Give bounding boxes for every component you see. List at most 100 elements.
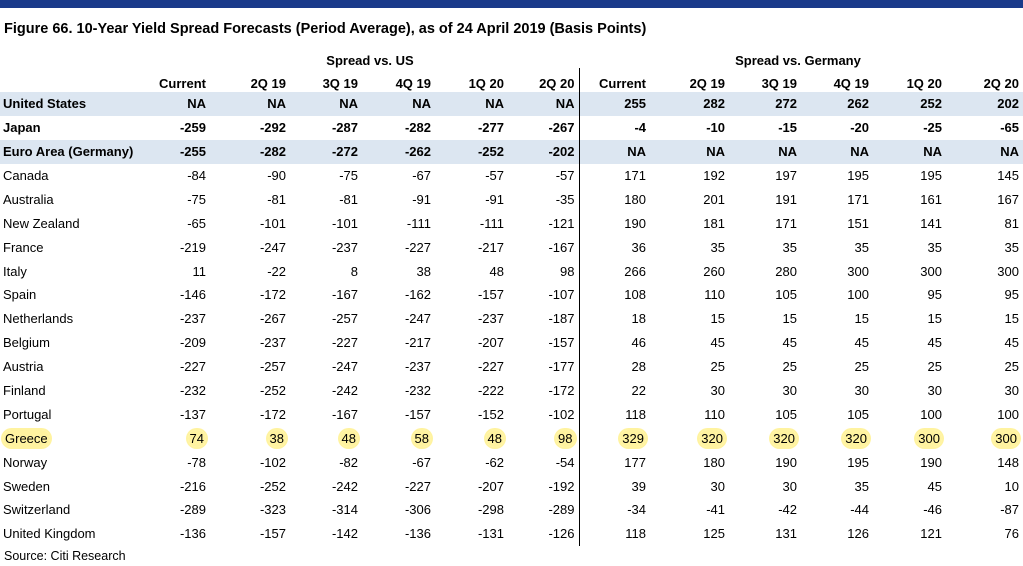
- highlight-value: 300: [916, 429, 942, 447]
- table-cell: NA: [579, 139, 650, 164]
- table-cell: 167: [997, 191, 1019, 207]
- table-cell: 255: [579, 91, 650, 116]
- table-cell: 195: [920, 168, 942, 183]
- table-cell: -252: [259, 383, 286, 399]
- table-cell: 38: [210, 426, 290, 450]
- table-cell: 105: [775, 406, 797, 422]
- table-cell: 118: [625, 526, 646, 542]
- table-cell: -289: [508, 498, 580, 522]
- row-country-label: Euro Area (Germany): [0, 139, 140, 164]
- table-cell: 98: [508, 259, 580, 284]
- group-header-spread-vs-germany: Spread vs. Germany: [735, 53, 861, 68]
- table-cell: 30: [710, 478, 725, 494]
- row-country-label: Portugal: [3, 406, 52, 422]
- table-cell: -78: [187, 454, 206, 470]
- table-cell: -227: [331, 335, 358, 351]
- spread-table: Current 2Q 19 3Q 19 4Q 19 1Q 20 2Q 20 Cu…: [0, 68, 1023, 546]
- table-cell: -121: [508, 211, 580, 236]
- table-cell: -202: [508, 139, 580, 164]
- table-cell: 15: [710, 311, 725, 327]
- highlight-value: 74: [187, 429, 206, 447]
- table-cell: 300: [873, 426, 946, 450]
- table-cell: -237: [331, 239, 358, 255]
- table-cell: 25: [782, 359, 797, 375]
- table-cell: -252: [435, 139, 508, 164]
- table-cell: -217: [404, 335, 431, 351]
- table-cell: -227: [404, 478, 431, 494]
- table-cell: 15: [927, 311, 942, 327]
- highlight-value: 38: [267, 429, 286, 447]
- table-cell: -192: [508, 474, 580, 499]
- table-cell: -242: [331, 383, 358, 399]
- table-cell: -91: [412, 191, 431, 207]
- table-cell: NA: [508, 91, 580, 116]
- row-country-label: Japan: [3, 120, 41, 136]
- table-cell: 15: [854, 311, 869, 327]
- table-cell: NA: [946, 139, 1023, 164]
- table-cell: 48: [489, 263, 504, 279]
- row-country-label: Sweden: [3, 478, 50, 494]
- table-cell: -57: [485, 168, 504, 183]
- table-cell: 22: [631, 383, 646, 399]
- table-cell: 30: [854, 383, 869, 399]
- table-cell: -237: [179, 311, 206, 327]
- highlight-value: 98: [556, 429, 575, 447]
- table-cell: -162: [404, 287, 431, 303]
- table-cell: 46: [631, 335, 646, 351]
- table-cell: -111: [406, 215, 431, 231]
- table-cell: -172: [259, 287, 286, 303]
- header-de-3q19: 3Q 19: [761, 75, 797, 91]
- table-cell: 148: [997, 454, 1019, 470]
- table-cell: -91: [485, 191, 504, 207]
- table-cell: -237: [404, 359, 431, 375]
- table-cell: 25: [927, 359, 942, 375]
- table-cell: 118: [625, 406, 646, 422]
- table-cell: 45: [854, 335, 869, 351]
- table-cell: -41: [706, 502, 725, 518]
- highlight-value: 48: [485, 429, 504, 447]
- table-cell: 197: [775, 168, 797, 183]
- table-cell: 45: [1004, 335, 1019, 351]
- table-cell: NA: [210, 91, 290, 116]
- row-country-label: Switzerland: [3, 502, 71, 518]
- table-cell: 190: [920, 454, 942, 470]
- table-row: Finland -232 -252 -242 -232 -222 -172 22 30 30 30 3…: [0, 378, 1023, 403]
- table-cell: 35: [782, 239, 797, 255]
- table-cell: 28: [631, 359, 646, 375]
- table-cell: NA: [801, 139, 873, 164]
- table-cell: -259: [179, 120, 206, 136]
- table-cell: -4: [634, 120, 646, 136]
- table-cell: 190: [624, 215, 646, 231]
- table-cell: 121: [920, 526, 942, 542]
- table-cell: -136: [179, 526, 206, 542]
- table-cell: NA: [873, 139, 946, 164]
- table-cell: 30: [927, 383, 942, 399]
- header-us-current: Current: [159, 75, 206, 91]
- table-cell: 320: [801, 426, 873, 450]
- table-cell: 181: [703, 215, 725, 231]
- table-cell: 35: [854, 478, 869, 494]
- table-cell: -44: [850, 502, 869, 518]
- table-cell: -67: [412, 454, 431, 470]
- table-cell: -247: [259, 239, 286, 255]
- table-row: Greece 74 38 48 58 48 98 329 320 320 320 300 300: [0, 426, 1023, 451]
- table-cell: 105: [847, 406, 869, 422]
- table-row: Belgium -209 -237 -227 -217 -207 -157 46 45 45 45 4…: [0, 330, 1023, 355]
- table-cell: 280: [775, 263, 797, 279]
- table-cell: 30: [1004, 383, 1019, 399]
- table-cell: 171: [847, 191, 869, 207]
- row-country-label: Finland: [3, 383, 46, 399]
- table-cell: -209: [179, 335, 206, 351]
- table-cell: -237: [477, 311, 504, 327]
- row-country-label: United Kingdom: [3, 526, 96, 542]
- table-row: Netherlands -237 -267 -257 -247 -237 -187 18 15 1…: [0, 306, 1023, 331]
- table-cell: -65: [1000, 120, 1019, 136]
- table-row: Italy 11 -22 8 38 48 98 266 260 280 300 300 300: [0, 259, 1023, 284]
- row-country-label: Italy: [3, 263, 27, 279]
- header-us-2q19: 2Q 19: [250, 75, 286, 91]
- table-cell: 161: [920, 191, 942, 207]
- highlight-value: 329: [620, 429, 646, 447]
- table-cell: -289: [179, 502, 206, 518]
- table-cell: 15: [782, 311, 797, 327]
- table-cell: 190: [775, 454, 797, 470]
